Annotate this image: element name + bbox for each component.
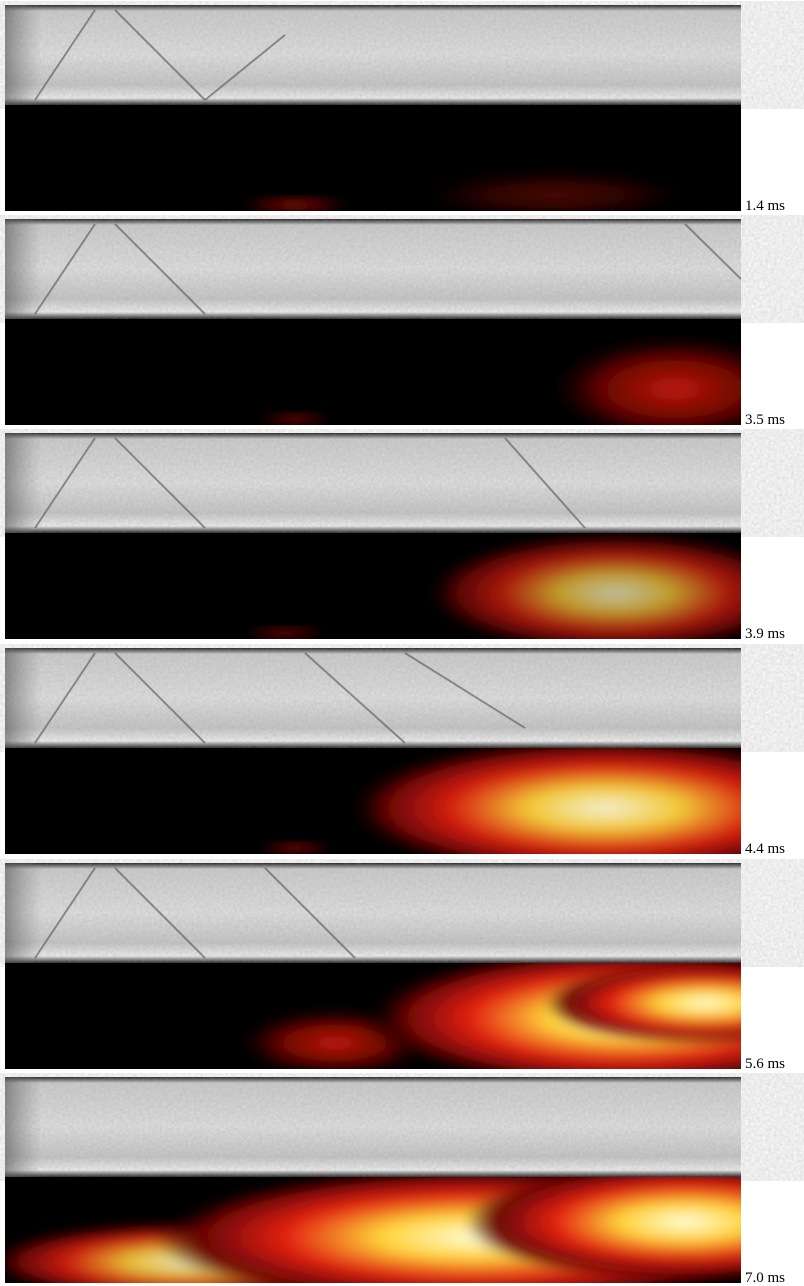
schlieren-shade (5, 1077, 741, 1177)
schlieren-shade (5, 863, 741, 963)
panel: 1.4 ms (5, 5, 785, 220)
flame-glow (235, 197, 355, 213)
flame-glow (255, 842, 335, 854)
flame-glow (255, 413, 335, 425)
time-label: 4.4 ms (745, 841, 785, 857)
figure: 1.4 ms 3.5 ms 3.9 ms 4.4 ms 5.6 ms 7.0 ms (0, 0, 804, 1286)
schlieren-shade (5, 648, 741, 748)
panel: 7.0 ms (0, 1077, 804, 1286)
schlieren-shade (5, 5, 741, 105)
time-label: 5.6 ms (745, 1056, 785, 1072)
flame-glow (240, 627, 330, 639)
time-label: 1.4 ms (745, 198, 785, 214)
time-label: 3.9 ms (745, 626, 785, 642)
panel: 3.5 ms (5, 219, 804, 444)
panel: 3.9 ms (5, 433, 804, 653)
panel: 5.6 ms (5, 863, 804, 1088)
schlieren-shade (5, 433, 741, 533)
time-label: 7.0 ms (745, 1270, 785, 1286)
panel: 4.4 ms (5, 648, 804, 878)
schlieren-shade (5, 219, 741, 319)
flame-glow (415, 170, 695, 220)
time-label: 3.5 ms (745, 412, 785, 428)
